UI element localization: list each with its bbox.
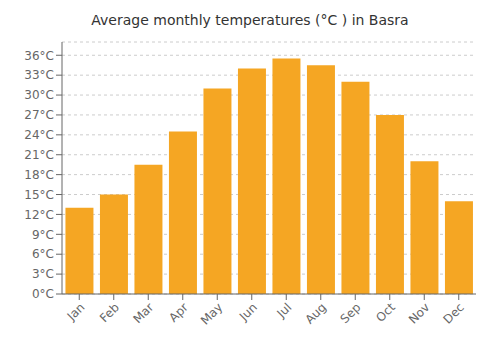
svg-text:15°C: 15°C	[24, 188, 54, 202]
svg-text:27°C: 27°C	[24, 108, 54, 122]
svg-text:18°C: 18°C	[24, 168, 54, 182]
svg-text:Apr: Apr	[166, 300, 191, 325]
html-text:Average monthly temperatures (: Average monthly temperatures (°C ) in Ba…	[91, 12, 409, 28]
svg-text:12°C: 12°C	[24, 208, 54, 222]
svg-text:Dec: Dec	[441, 300, 467, 326]
svg-text:3°C: 3°C	[32, 267, 54, 281]
svg-text:Sep: Sep	[337, 300, 363, 326]
svg-text:Nov: Nov	[406, 300, 432, 326]
svg-text:Feb: Feb	[97, 300, 122, 325]
svg-text:30°C: 30°C	[24, 88, 54, 102]
svg-text:Aug: Aug	[302, 300, 328, 326]
svg-text:21°C: 21°C	[24, 148, 54, 162]
svg-text:9°C: 9°C	[32, 228, 54, 242]
svg-text:Jan: Jan	[64, 300, 88, 324]
svg-text:Oct: Oct	[373, 300, 398, 325]
svg-text:Jun: Jun	[236, 300, 260, 324]
svg-text:33°C: 33°C	[24, 68, 54, 82]
svg-text:Jul: Jul	[274, 300, 295, 321]
svg-text:24°C: 24°C	[24, 128, 54, 142]
svg-text:6°C: 6°C	[32, 247, 54, 261]
svg-text:0°C: 0°C	[32, 287, 54, 301]
svg-text:36°C: 36°C	[24, 49, 54, 63]
svg-text:Mar: Mar	[130, 300, 156, 326]
svg-text:May: May	[198, 300, 225, 327]
